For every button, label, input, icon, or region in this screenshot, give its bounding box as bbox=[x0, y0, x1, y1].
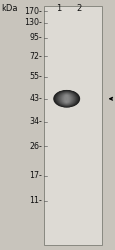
Text: 11-: 11- bbox=[29, 196, 42, 205]
Ellipse shape bbox=[60, 93, 73, 104]
Ellipse shape bbox=[58, 92, 75, 105]
Text: 95-: 95- bbox=[29, 34, 42, 42]
Ellipse shape bbox=[60, 94, 72, 104]
Ellipse shape bbox=[64, 96, 68, 102]
Ellipse shape bbox=[64, 95, 69, 102]
Ellipse shape bbox=[63, 95, 69, 102]
Text: 72-: 72- bbox=[29, 52, 42, 61]
Ellipse shape bbox=[59, 93, 74, 104]
Text: 1: 1 bbox=[55, 4, 61, 13]
Ellipse shape bbox=[57, 92, 75, 105]
Text: kDa: kDa bbox=[1, 4, 17, 13]
Ellipse shape bbox=[59, 93, 73, 104]
Text: 2: 2 bbox=[76, 4, 81, 13]
Text: 17-: 17- bbox=[29, 171, 42, 180]
Text: 43-: 43- bbox=[29, 94, 42, 103]
Text: 170-: 170- bbox=[24, 7, 42, 16]
Ellipse shape bbox=[55, 91, 78, 106]
Ellipse shape bbox=[53, 90, 79, 107]
Ellipse shape bbox=[62, 94, 70, 103]
Ellipse shape bbox=[62, 94, 71, 103]
Ellipse shape bbox=[56, 92, 76, 106]
Ellipse shape bbox=[63, 95, 70, 103]
Ellipse shape bbox=[61, 94, 71, 104]
Text: 34-: 34- bbox=[29, 117, 42, 126]
Ellipse shape bbox=[65, 96, 68, 102]
Ellipse shape bbox=[65, 96, 67, 102]
Ellipse shape bbox=[56, 92, 77, 106]
Text: 55-: 55- bbox=[29, 72, 42, 81]
Text: 26-: 26- bbox=[29, 142, 42, 151]
Ellipse shape bbox=[56, 92, 76, 106]
Ellipse shape bbox=[54, 91, 78, 107]
Bar bbox=[44, 6, 101, 245]
Ellipse shape bbox=[55, 91, 77, 106]
Text: 130-: 130- bbox=[24, 18, 42, 27]
Ellipse shape bbox=[58, 93, 74, 105]
Ellipse shape bbox=[61, 94, 72, 104]
